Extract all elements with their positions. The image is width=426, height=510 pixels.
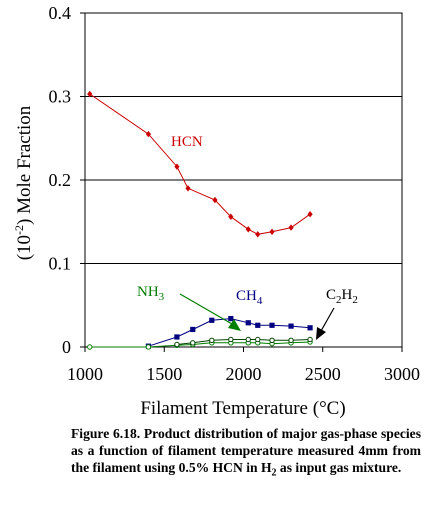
ch4-line	[148, 318, 311, 347]
ch4-point	[174, 334, 180, 340]
ch4-label: CH4	[236, 288, 263, 307]
ch4-point	[209, 317, 215, 323]
c2h2-arrow	[320, 307, 335, 332]
hcn-point	[145, 130, 151, 138]
hcn-point	[245, 226, 251, 233]
nh3-label: NH3	[137, 284, 165, 303]
ch4-point	[190, 326, 196, 333]
hcn-point	[288, 224, 294, 231]
nh3-line	[89, 341, 311, 348]
ch4-point	[307, 325, 313, 331]
c2h2-point	[245, 336, 251, 343]
figure-caption: Figure 6.18. Product distribution of maj…	[71, 426, 421, 479]
hcn-point	[87, 90, 93, 98]
c2h2-point	[174, 341, 180, 348]
nh3-arrow	[179, 293, 233, 325]
hcn-point	[228, 213, 234, 220]
series-hcn	[87, 90, 313, 238]
c2h2-arrowhead-icon	[316, 327, 326, 340]
c2h2-point	[288, 337, 294, 344]
nh3-point	[87, 344, 93, 350]
y-tick-label: 0.3	[49, 87, 72, 107]
ch4-point	[245, 320, 251, 326]
axis-ticks: 0 0.1 0.2 0.3 0.4 1000 1500 2000 2500 3000	[49, 3, 421, 384]
x-tick-label: 1000	[67, 364, 103, 384]
series-nh3	[87, 339, 313, 350]
series-layer	[87, 90, 313, 350]
x-tick-label: 2000	[226, 364, 262, 384]
nh3-point	[145, 344, 152, 350]
x-tick-label: 2500	[305, 364, 341, 384]
y-tick-label: 0.4	[49, 3, 72, 23]
hcn-point	[185, 185, 191, 192]
ch4-point	[228, 316, 234, 322]
x-tick-label: 3000	[384, 364, 420, 384]
y-tick-label: 0.2	[49, 170, 72, 190]
hcn-point	[255, 231, 261, 238]
y-axis-label: (10-2) Mole Fraction	[12, 105, 35, 260]
hcn-point	[174, 163, 180, 170]
c2h2-point	[255, 336, 261, 343]
c2h2-point	[269, 337, 275, 344]
ch4-point	[255, 322, 261, 328]
c2h2-point	[209, 337, 215, 344]
nh3-arrowhead-icon	[228, 319, 241, 331]
y-axis-label-exponent: -2	[12, 225, 26, 235]
hcn-label: HCN	[171, 134, 203, 150]
series-c2h2	[174, 336, 313, 348]
hcn-point	[269, 228, 275, 235]
hcn-point	[212, 196, 218, 204]
y-tick-label: 0	[62, 337, 71, 357]
chart: 0 0.1 0.2 0.3 0.4 1000 1500 2000 2500 3000 (10-2)…	[12, 3, 421, 419]
hcn-line	[89, 93, 311, 235]
x-axis-label: Filament Temperature (°C)	[140, 398, 345, 419]
c2h2-point	[190, 340, 196, 346]
x-tick-label: 1500	[146, 364, 182, 384]
ch4-point	[269, 322, 275, 328]
c2h2-point	[307, 336, 313, 343]
hcn-point	[307, 211, 313, 218]
grid-lines	[85, 96, 402, 264]
c2h2-point	[228, 336, 234, 343]
y-tick-label: 0.1	[49, 254, 72, 274]
c2h2-label: C2H2	[326, 287, 358, 306]
ch4-point	[288, 323, 294, 329]
